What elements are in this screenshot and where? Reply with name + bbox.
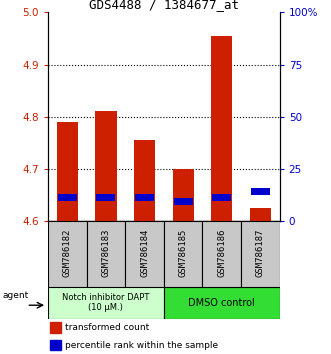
Text: GSM786185: GSM786185 [179,228,188,277]
Bar [135,194,154,201]
Bar [87,221,125,287]
Bar [50,322,61,333]
Text: DMSO control: DMSO control [188,298,255,308]
Text: GSM786182: GSM786182 [63,228,72,277]
Bar [164,287,280,319]
Bar [172,169,194,221]
Text: percentile rank within the sample: percentile rank within the sample [66,341,218,350]
Text: transformed count: transformed count [66,323,150,332]
Bar [173,198,193,205]
Bar [251,188,270,195]
Bar [48,287,164,319]
Bar [211,36,232,221]
Bar [125,221,164,287]
Bar [241,221,280,287]
Text: GSM786187: GSM786187 [256,228,265,277]
Text: agent: agent [2,291,29,300]
Bar [95,110,117,221]
Bar [203,221,241,287]
Bar [164,221,203,287]
Text: GSM786183: GSM786183 [101,228,111,277]
Bar [50,340,61,350]
Bar [48,221,87,287]
Bar [134,140,155,221]
Bar [96,194,116,201]
Text: Notch inhibitor DAPT
(10 μM.): Notch inhibitor DAPT (10 μM.) [62,293,150,312]
Bar [57,122,78,221]
Text: GSM786186: GSM786186 [217,228,226,277]
Title: GDS4488 / 1384677_at: GDS4488 / 1384677_at [89,0,239,11]
Bar [58,194,77,201]
Bar [212,194,231,201]
Bar [250,208,271,221]
Text: GSM786184: GSM786184 [140,228,149,277]
